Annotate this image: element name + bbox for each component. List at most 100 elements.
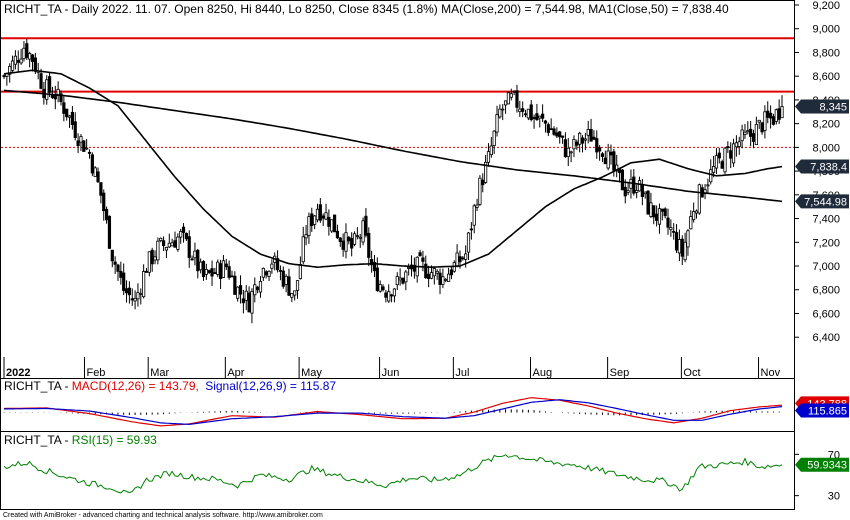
candle-body <box>367 232 371 258</box>
candle-body <box>261 267 265 278</box>
candle-body <box>757 119 761 123</box>
candle-body <box>176 236 180 250</box>
x-tick-label: Apr <box>227 367 244 379</box>
x-tick-label: 2022 <box>6 367 30 379</box>
candle-body <box>241 298 245 304</box>
candle-body <box>617 169 622 173</box>
candle-body <box>398 277 402 281</box>
candle-body <box>717 152 721 159</box>
rsi-label: RSI(15) = 59.93 <box>72 433 157 447</box>
x-tick-label: Jul <box>455 367 469 379</box>
candle-body <box>620 169 625 191</box>
candle-body <box>330 219 334 232</box>
candle-body <box>575 141 579 146</box>
candle-body <box>429 272 434 279</box>
candle-body <box>193 250 197 259</box>
candle-body <box>595 138 599 153</box>
candle-body <box>484 161 488 183</box>
candle-body <box>734 142 739 148</box>
candle-body <box>16 60 20 63</box>
candle-body <box>47 76 52 93</box>
candle-body <box>270 263 274 269</box>
candle-body <box>167 242 171 248</box>
candle-body <box>221 260 226 278</box>
candle-body <box>455 252 459 268</box>
candle-body <box>506 92 511 105</box>
candle-body <box>358 236 362 239</box>
candle-body <box>104 208 109 221</box>
candle-body <box>495 114 499 133</box>
macd-header: RICHT_TA - MACD(12,26) = 143.79, Signal(… <box>4 379 336 393</box>
candle-body <box>444 278 448 281</box>
candle-body <box>284 275 288 285</box>
candle-body <box>541 113 545 119</box>
candle-body <box>124 288 129 294</box>
candle-body <box>99 182 103 196</box>
candle-body <box>156 240 160 261</box>
ma50-line <box>3 69 783 269</box>
candle-body <box>774 109 778 122</box>
candle-body <box>253 284 257 296</box>
candle-body <box>389 294 394 297</box>
candle-body <box>218 263 223 279</box>
candle-body <box>606 150 610 169</box>
candle-body <box>392 288 397 297</box>
candle-body <box>555 132 559 137</box>
candle-body <box>769 112 773 119</box>
candle-body <box>515 90 519 108</box>
candle-body <box>729 150 733 159</box>
close-price-tag-bg <box>795 99 849 114</box>
candle-body <box>53 94 57 100</box>
candle-body <box>612 151 616 171</box>
candle-body <box>304 234 308 239</box>
candle-body <box>466 232 471 253</box>
candle-body <box>749 128 753 137</box>
candle-body <box>552 128 556 135</box>
candle-body <box>70 111 74 125</box>
rsi-y-tick-label: 30 <box>828 491 840 503</box>
candle-body <box>692 211 696 220</box>
candle-body <box>652 205 656 218</box>
candle-body <box>714 155 719 169</box>
candle-body <box>478 177 482 205</box>
candle-body <box>216 261 220 275</box>
candle-body <box>746 130 750 133</box>
rsi-value-tag-bg <box>795 457 849 472</box>
candle-body <box>45 79 49 100</box>
candle-body <box>287 276 291 296</box>
rsi-value-tag: 59.9343 <box>795 457 849 472</box>
candle-body <box>632 176 636 194</box>
close-price-tag: 8,345 <box>795 99 849 114</box>
candle-body <box>298 264 302 280</box>
candle-body <box>142 271 146 298</box>
candle-body <box>90 154 94 174</box>
candle-body <box>737 141 741 147</box>
candle-body <box>563 139 568 157</box>
candle-body <box>227 266 231 278</box>
candle-body <box>301 236 305 263</box>
price-y-tick-label: 8,600 <box>812 71 840 83</box>
candle-body <box>766 110 770 118</box>
candle-body <box>637 180 642 192</box>
signal-value-tag: 115.865 <box>795 403 849 418</box>
price-y-tick-label: 9,000 <box>812 24 840 36</box>
candle-body <box>424 263 428 278</box>
candle-body <box>181 226 186 233</box>
ma200-line <box>3 89 783 203</box>
candle-body <box>546 124 550 133</box>
candle-body <box>119 270 123 278</box>
macd-label: MACD(12,26) = 143.79, <box>72 379 199 393</box>
candle-body <box>250 291 254 314</box>
candle-body <box>441 276 445 285</box>
candle-body <box>743 131 747 135</box>
candle-body <box>278 269 283 272</box>
candle-body <box>674 232 679 251</box>
candle-body <box>660 208 664 212</box>
candle-body <box>201 261 206 278</box>
candle-body <box>566 147 570 158</box>
candle-body <box>159 237 163 241</box>
candle-body <box>387 291 391 302</box>
candle-body <box>469 228 473 231</box>
macd-name: RICHT_TA - <box>4 379 72 393</box>
